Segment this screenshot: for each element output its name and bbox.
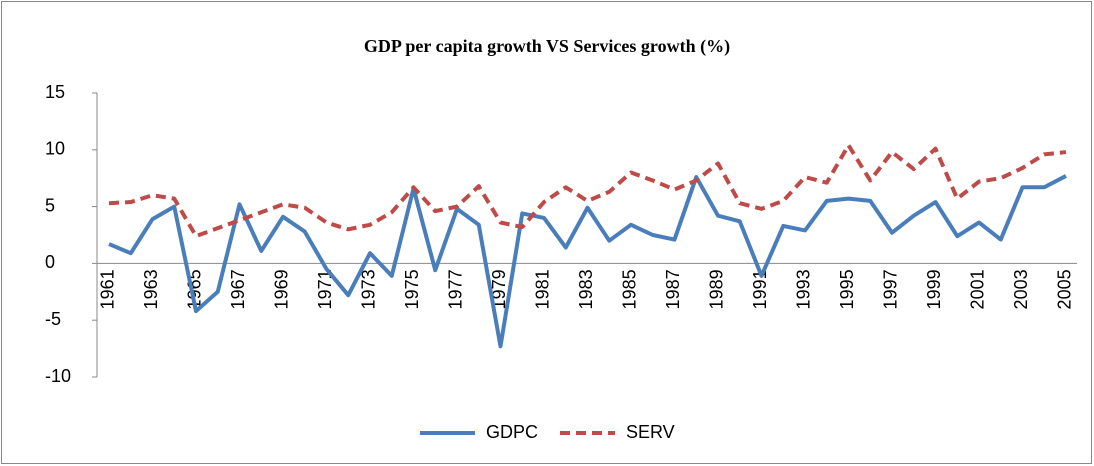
y-tick-label: 10 [45,139,65,159]
x-tick-label: 1967 [228,269,248,309]
x-tick-label: 1987 [663,269,683,309]
x-tick-label: 1963 [141,269,161,309]
x-tick-label: 1999 [924,269,944,309]
y-tick-label: 0 [45,252,55,272]
x-tick-label: 1989 [707,269,727,309]
x-tick-label: 1991 [750,269,770,309]
x-tick-label: 1969 [272,269,292,309]
x-tick-label: 1961 [98,269,118,309]
y-tick-label: 15 [45,82,65,102]
legend-label: SERV [626,422,675,442]
chart-title: GDP per capita growth VS Services growth… [364,36,730,57]
x-tick-label: 1983 [576,269,596,309]
legend-label: GDPC [486,422,538,442]
y-tick-label: 5 [45,195,55,215]
x-tick-label: 1973 [359,269,379,309]
series-line [108,174,1067,349]
x-tick-label: 1997 [881,269,901,309]
x-tick-label: 2001 [968,269,988,309]
x-tick-label: 1981 [533,269,553,309]
x-tick-label: 1975 [402,269,422,309]
x-tick-label: 1971 [315,269,335,309]
x-tick-label: 1985 [620,269,640,309]
y-tick-label: -5 [45,309,61,329]
x-tick-label: 2003 [1011,269,1031,309]
x-tick-label: 1995 [837,269,857,309]
x-tick-label: 1993 [794,269,814,309]
x-tick-label: 2005 [1055,269,1075,309]
y-tick-label: -10 [45,366,71,386]
x-tick-label: 1977 [446,269,466,309]
x-tick-label: 1979 [489,269,509,309]
